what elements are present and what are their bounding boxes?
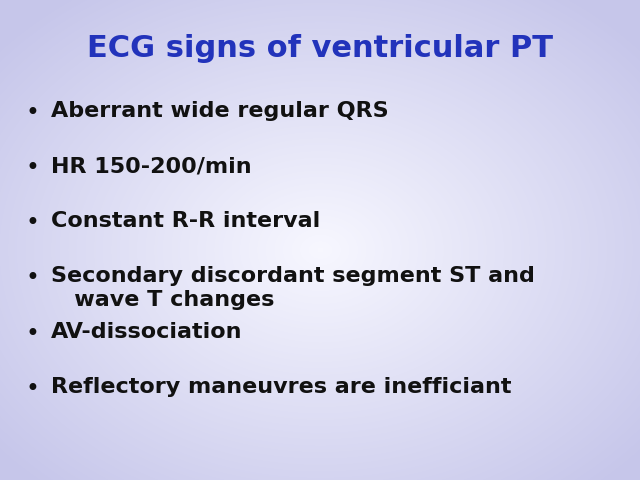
Text: Secondary discordant segment ST and
   wave T changes: Secondary discordant segment ST and wave… [51, 266, 535, 310]
Text: •: • [25, 211, 39, 235]
Text: •: • [25, 156, 39, 180]
Text: Aberrant wide regular QRS: Aberrant wide regular QRS [51, 101, 389, 121]
Text: •: • [25, 101, 39, 125]
Text: AV-dissociation: AV-dissociation [51, 322, 243, 342]
Text: •: • [25, 377, 39, 401]
Text: •: • [25, 322, 39, 346]
Text: HR 150-200/min: HR 150-200/min [51, 156, 252, 176]
Text: •: • [25, 266, 39, 290]
Text: Constant R-R interval: Constant R-R interval [51, 211, 321, 231]
Text: ECG signs of ventricular PT: ECG signs of ventricular PT [87, 34, 553, 62]
Text: Reflectory maneuvres are inefficiant: Reflectory maneuvres are inefficiant [51, 377, 512, 397]
